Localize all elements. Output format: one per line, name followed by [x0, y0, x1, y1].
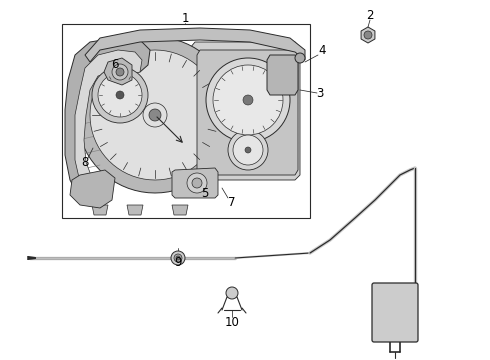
Polygon shape [65, 38, 150, 200]
Circle shape [226, 287, 238, 299]
Circle shape [116, 91, 124, 99]
Circle shape [116, 68, 124, 76]
FancyBboxPatch shape [372, 283, 418, 342]
Text: 7: 7 [228, 195, 236, 208]
Text: 3: 3 [317, 86, 324, 99]
Circle shape [192, 178, 202, 188]
Circle shape [112, 64, 128, 80]
Circle shape [176, 256, 180, 260]
Polygon shape [267, 55, 298, 95]
Circle shape [213, 65, 283, 135]
Polygon shape [361, 27, 375, 43]
Text: 2: 2 [366, 9, 374, 22]
Polygon shape [75, 50, 142, 192]
Text: 6: 6 [111, 58, 119, 71]
Polygon shape [90, 50, 220, 180]
Text: 4: 4 [318, 44, 326, 57]
Text: 9: 9 [174, 256, 182, 270]
Circle shape [364, 31, 372, 39]
Polygon shape [104, 58, 132, 85]
Polygon shape [197, 50, 298, 175]
Polygon shape [127, 205, 143, 215]
Text: 8: 8 [81, 156, 89, 168]
Bar [62, 24, 310, 218]
Circle shape [206, 58, 290, 142]
Polygon shape [85, 28, 305, 62]
Circle shape [171, 251, 185, 265]
Circle shape [98, 73, 142, 117]
Polygon shape [172, 205, 188, 215]
Polygon shape [92, 205, 108, 215]
Circle shape [228, 130, 268, 170]
Circle shape [187, 173, 207, 193]
Polygon shape [77, 37, 233, 193]
Text: 1: 1 [181, 12, 189, 24]
Circle shape [295, 53, 305, 63]
Polygon shape [70, 170, 115, 208]
Circle shape [243, 95, 253, 105]
Circle shape [245, 147, 251, 153]
Circle shape [174, 254, 182, 262]
Polygon shape [172, 168, 218, 198]
Text: 5: 5 [201, 186, 209, 199]
Circle shape [149, 109, 161, 121]
Circle shape [92, 67, 148, 123]
Text: 10: 10 [224, 315, 240, 328]
Polygon shape [190, 42, 300, 180]
Circle shape [233, 135, 263, 165]
